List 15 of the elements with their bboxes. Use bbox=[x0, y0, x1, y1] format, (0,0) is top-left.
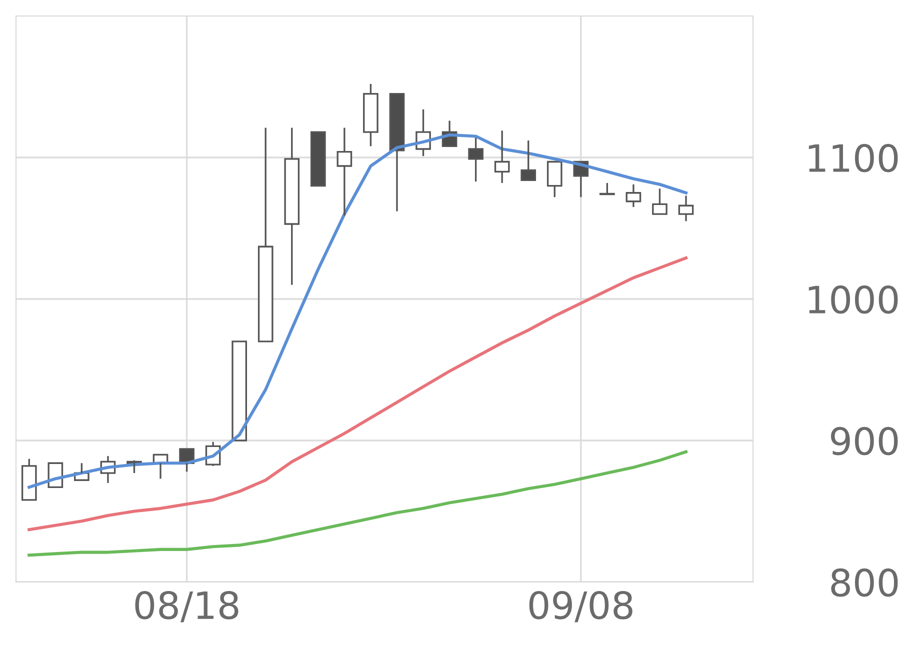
candlestick bbox=[336, 126, 352, 216]
candlestick bbox=[468, 136, 484, 182]
line-series bbox=[28, 450, 688, 557]
y-tick-label: 1000 bbox=[808, 285, 898, 314]
line-series bbox=[28, 256, 688, 532]
y-tick-label: 800 bbox=[831, 568, 898, 597]
candlestick bbox=[678, 194, 694, 222]
y-tick-label: 900 bbox=[831, 426, 898, 456]
candlestick bbox=[494, 130, 510, 184]
y-tick-label: 1100 bbox=[808, 144, 898, 172]
candlestick bbox=[363, 83, 378, 148]
candlestick bbox=[626, 184, 642, 208]
x-tick-label: 09/08 bbox=[529, 590, 632, 622]
x-tick-label: 08/18 bbox=[135, 590, 238, 622]
candlestick bbox=[284, 126, 300, 286]
